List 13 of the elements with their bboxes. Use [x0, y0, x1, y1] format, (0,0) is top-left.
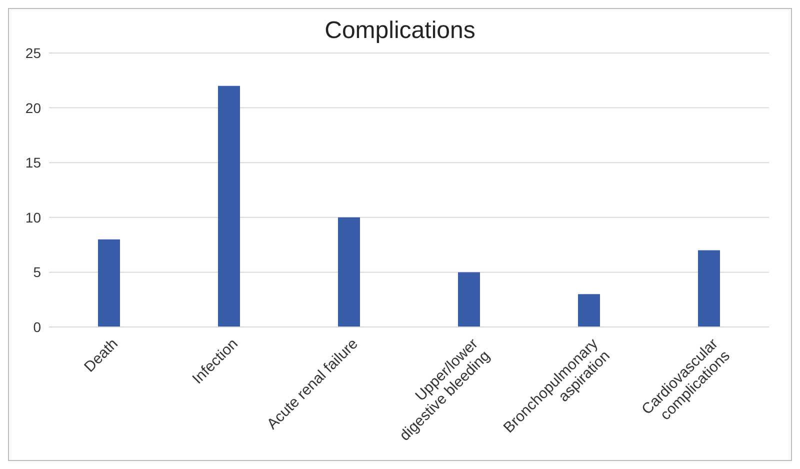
y-tick-label: 5	[33, 264, 42, 280]
bar	[578, 294, 600, 327]
bar	[98, 239, 120, 327]
y-tick-label: 20	[25, 100, 42, 116]
y-tick-label: 25	[25, 44, 42, 61]
bar	[218, 86, 240, 327]
y-tick-label: 0	[33, 318, 42, 335]
bar	[698, 250, 720, 327]
y-tick-label: 10	[25, 209, 42, 226]
bar	[338, 217, 360, 327]
chart-title: Complications	[324, 17, 476, 44]
y-tick-label: 15	[25, 154, 42, 171]
bar	[458, 272, 480, 327]
